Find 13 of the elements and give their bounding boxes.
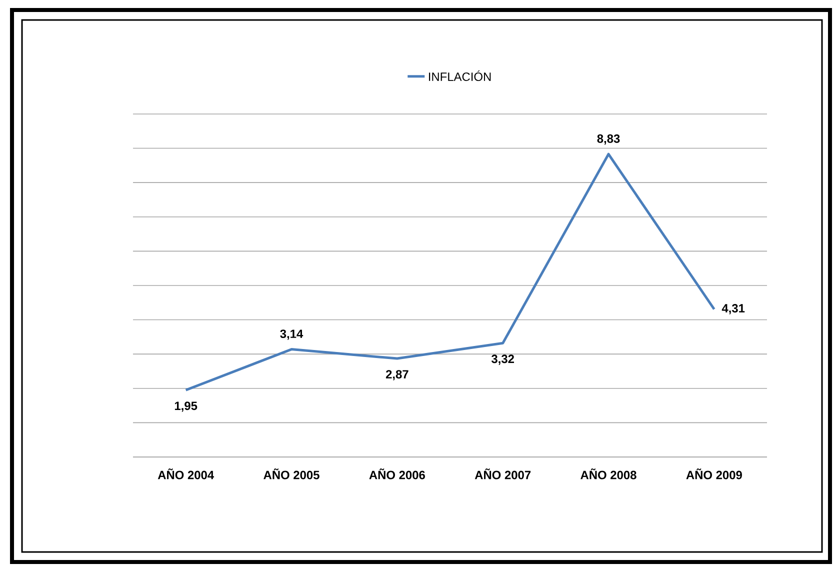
legend-label: INFLACIÓN (428, 70, 491, 81)
x-tick-label: AÑO 2004 (158, 468, 214, 480)
data-label: 4,31 (722, 304, 745, 314)
data-label: 3,14 (280, 330, 304, 340)
x-tick-label: AÑO 2008 (580, 468, 636, 480)
x-tick-label: AÑO 2007 (474, 468, 531, 480)
x-tick-label: AÑO 2009 (686, 468, 742, 480)
data-label: 2,87 (386, 370, 408, 380)
data-label: 8,83 (597, 134, 620, 145)
data-label: 3,32 (491, 354, 514, 365)
x-tick-label: AÑO 2006 (369, 468, 425, 480)
data-label: 1,95 (174, 402, 198, 412)
x-tick-label: AÑO 2005 (264, 468, 320, 480)
